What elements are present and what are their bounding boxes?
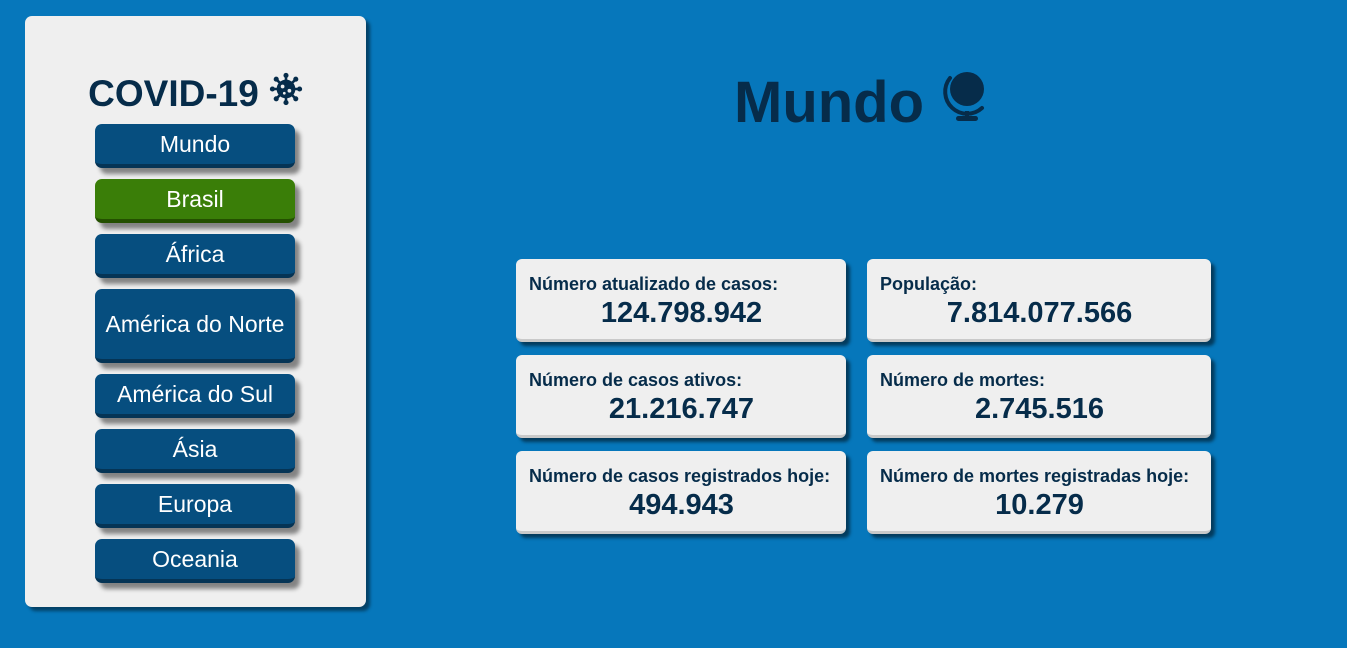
region-nav: Mundo Brasil África América do Norte Amé… [95, 124, 295, 594]
stat-label: Número de mortes registradas hoje: [880, 466, 1190, 486]
nav-button-europa[interactable]: Europa [95, 484, 295, 528]
stat-label: Número de casos registrados hoje: [529, 466, 831, 486]
stat-card-population: População: 7.814.077.566 [867, 259, 1211, 342]
stat-value: 2.745.516 [974, 393, 1104, 425]
stat-value: 7.814.077.566 [946, 297, 1133, 329]
stat-label: População: [880, 274, 978, 294]
virus-icon [269, 72, 303, 115]
sidebar: COVID-19 [25, 16, 366, 607]
nav-button-oceania[interactable]: Oceania [95, 539, 295, 583]
brand: COVID-19 [25, 72, 366, 115]
nav-button-brasil[interactable]: Brasil [95, 179, 295, 223]
stat-label: Número de casos ativos: [529, 370, 743, 390]
nav-button-america-do-norte[interactable]: América do Norte [95, 289, 295, 363]
stat-value: 124.798.942 [600, 297, 763, 329]
stat-label: Número de mortes: [880, 370, 1046, 390]
stat-card-active-cases: Número de casos ativos: 21.216.747 [516, 355, 846, 438]
nav-button-africa[interactable]: África [95, 234, 295, 278]
stat-value: 21.216.747 [608, 393, 755, 425]
globe-icon [942, 66, 992, 138]
nav-button-asia[interactable]: Ásia [95, 429, 295, 473]
nav-button-mundo[interactable]: Mundo [95, 124, 295, 168]
stat-card-deaths-today: Número de mortes registradas hoje: 10.27… [867, 451, 1211, 534]
stat-card-total-cases: Número atualizado de casos: 124.798.942 [516, 259, 846, 342]
stat-value: 494.943 [629, 489, 734, 521]
stats-grid: Número atualizado de casos: 124.798.942 … [516, 259, 1211, 534]
stat-label: Número atualizado de casos: [529, 274, 779, 294]
nav-button-america-do-sul[interactable]: América do Sul [95, 374, 295, 418]
page-title: Mundo [734, 66, 992, 138]
brand-title: COVID-19 [88, 72, 259, 114]
stat-card-deaths: Número de mortes: 2.745.516 [867, 355, 1211, 438]
region-name: Mundo [734, 69, 925, 135]
stat-value: 10.279 [995, 489, 1084, 521]
stat-card-cases-today: Número de casos registrados hoje: 494.94… [516, 451, 846, 534]
